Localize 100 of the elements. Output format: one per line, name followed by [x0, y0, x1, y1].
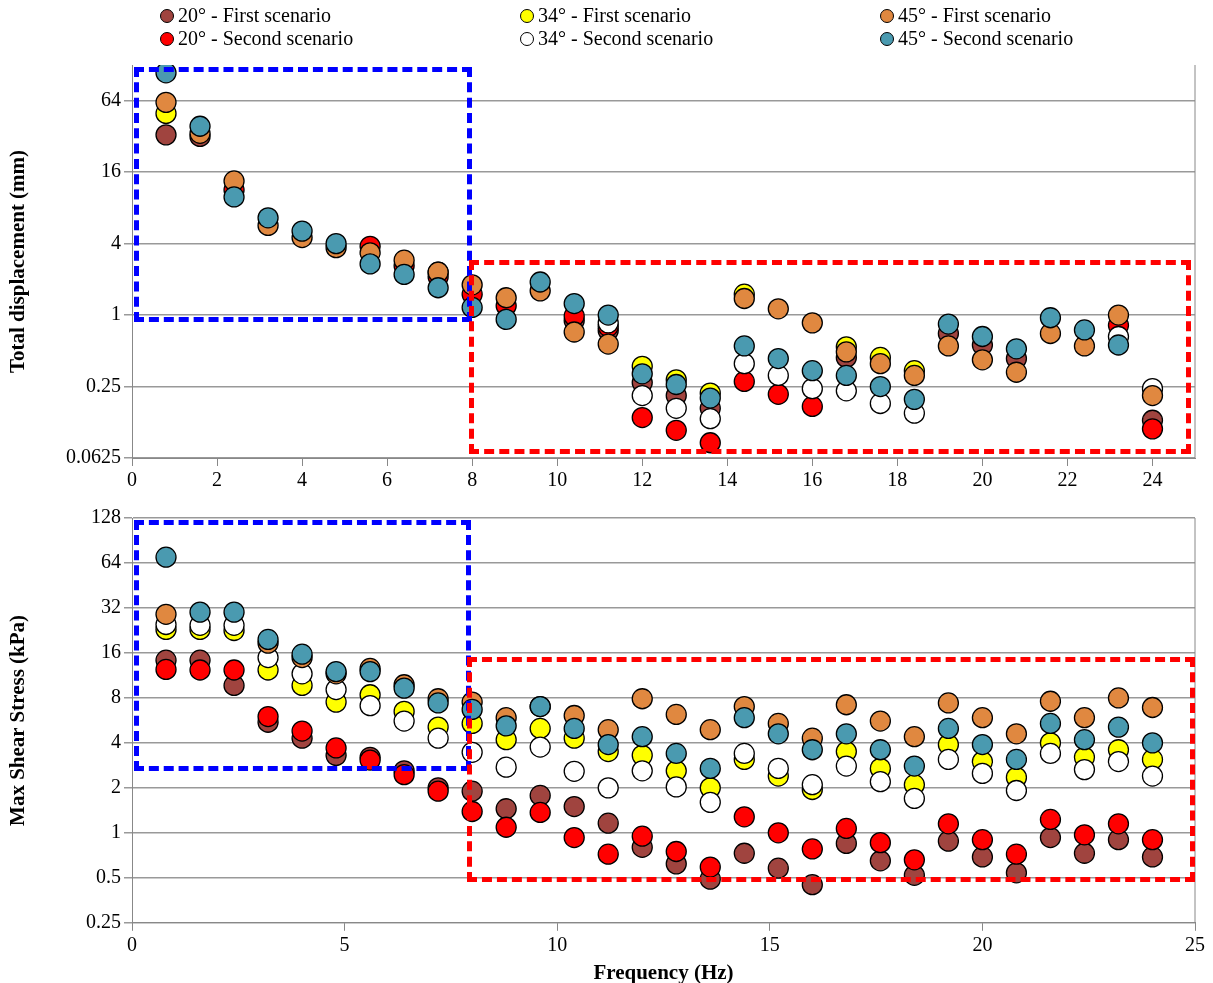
- point: [1141, 829, 1164, 851]
- x-tick-label: 10: [547, 468, 568, 491]
- point: [665, 742, 687, 765]
- point: [597, 812, 619, 834]
- legend-label: 45° - First scenario: [898, 4, 1051, 27]
- point: [563, 321, 585, 343]
- point: [1005, 723, 1028, 745]
- point: [869, 739, 891, 761]
- point: [1073, 758, 1096, 781]
- point: [733, 842, 755, 864]
- point: [1005, 843, 1028, 865]
- point: [971, 707, 994, 729]
- y-tick-label: 0.5: [96, 865, 121, 888]
- point: [733, 806, 755, 828]
- point: [971, 349, 994, 371]
- point: [189, 601, 211, 623]
- point: [869, 710, 891, 732]
- x-tick-label: 8: [467, 468, 478, 491]
- x-tick-label: 20: [972, 468, 993, 491]
- x-tick-label: 4: [297, 468, 308, 491]
- point: [801, 838, 823, 860]
- point: [835, 694, 857, 716]
- point: [223, 186, 245, 208]
- point: [631, 726, 653, 748]
- point: [733, 335, 755, 357]
- point: [937, 692, 960, 714]
- point: [971, 846, 994, 868]
- point: [801, 739, 823, 761]
- legend-label: 45° - Second scenario: [898, 27, 1074, 50]
- point: [903, 787, 926, 810]
- legend-label: 20° - Second scenario: [178, 27, 354, 50]
- point: [733, 742, 755, 765]
- point: [1039, 742, 1062, 765]
- point: [699, 432, 721, 454]
- point: [699, 408, 721, 430]
- point: [1073, 842, 1096, 864]
- point: [903, 849, 926, 871]
- point: [1039, 307, 1062, 329]
- point: [1039, 826, 1062, 849]
- y-tick-label: 1: [111, 302, 121, 325]
- x-tick-label: 10: [547, 933, 568, 956]
- x-tick-label: 25: [1185, 933, 1205, 956]
- y-tick-label: 4: [111, 730, 121, 753]
- x-tick-label: 6: [382, 468, 393, 491]
- point: [699, 791, 721, 813]
- point: [801, 312, 823, 334]
- point: [1005, 361, 1028, 383]
- point: [1141, 418, 1164, 440]
- point: [155, 91, 177, 114]
- point: [495, 287, 517, 309]
- point: [291, 220, 313, 242]
- point: [631, 384, 653, 407]
- point: [733, 370, 755, 393]
- point: [597, 733, 619, 756]
- x-tick-label: 24: [1142, 468, 1163, 491]
- point: [1005, 748, 1028, 771]
- x-tick-label: 5: [339, 933, 350, 956]
- x-tick-label: 0: [127, 468, 137, 491]
- y-tick-label: 0.0625: [66, 445, 121, 468]
- x-tick-label: 0: [127, 933, 137, 956]
- point: [631, 688, 653, 710]
- point: [1073, 319, 1096, 341]
- point: [563, 826, 585, 849]
- point: [937, 830, 960, 852]
- point: [257, 705, 279, 728]
- point: [665, 840, 687, 863]
- x-tick-label: 16: [802, 468, 823, 491]
- point: [155, 603, 177, 625]
- point: [937, 813, 960, 835]
- point: [869, 352, 891, 375]
- point: [325, 232, 347, 255]
- point: [223, 601, 245, 623]
- point: [665, 703, 687, 726]
- point: [937, 313, 960, 335]
- point: [597, 304, 619, 326]
- point: [903, 755, 926, 777]
- y-tick-label: 0.25: [86, 373, 121, 396]
- y-tick-label: 32: [101, 595, 121, 618]
- point: [767, 822, 789, 844]
- y-tick-label: 64: [101, 87, 121, 110]
- point: [1141, 846, 1164, 868]
- point: [767, 298, 789, 320]
- point: [631, 406, 653, 429]
- legend-label: 20° - First scenario: [178, 4, 331, 27]
- point: [767, 857, 789, 879]
- point: [1073, 707, 1096, 729]
- point: [1039, 690, 1062, 712]
- point: [1073, 824, 1096, 846]
- y-tick-label: 4: [111, 230, 121, 253]
- point: [1039, 712, 1062, 735]
- point: [427, 277, 449, 299]
- point: [631, 825, 653, 847]
- point: [971, 325, 994, 348]
- x-axis-title: Frequency (Hz): [593, 959, 734, 983]
- point: [155, 124, 177, 146]
- point: [767, 757, 789, 780]
- point: [1005, 338, 1028, 360]
- x-tick-label: 18: [887, 468, 908, 491]
- point: [495, 308, 517, 331]
- point: [155, 546, 177, 568]
